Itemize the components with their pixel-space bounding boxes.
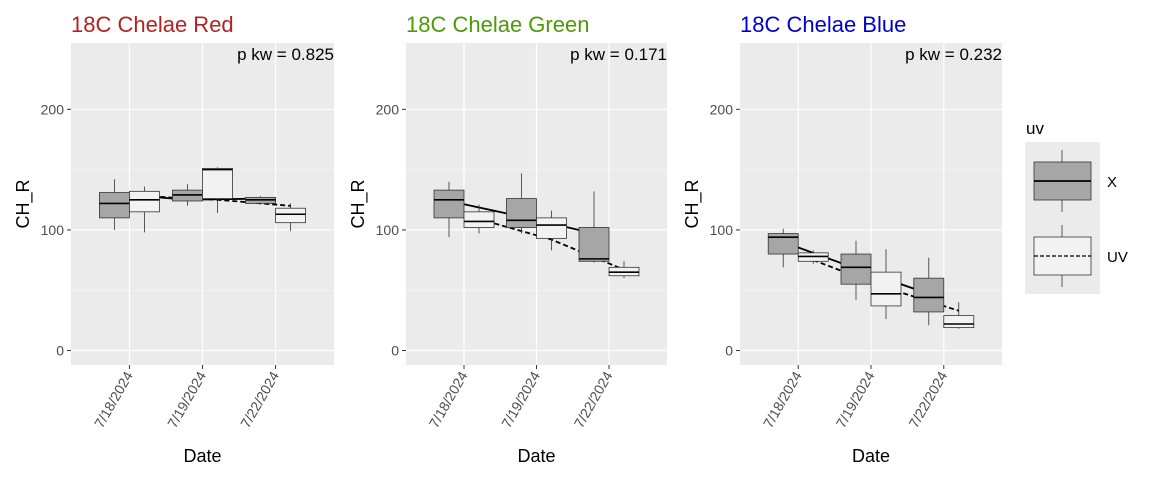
legend-label: UV (1107, 249, 1128, 266)
x-tick-label: 7/22/2024 (571, 368, 616, 430)
legend-title: uv (1026, 119, 1044, 138)
boxplot-x (767, 228, 799, 268)
box (943, 315, 975, 329)
boxplot-uv (202, 167, 233, 214)
x-tick-label: 7/19/2024 (498, 368, 543, 430)
boxplot-uv (943, 302, 975, 329)
box (536, 217, 567, 239)
boxplot-uv (129, 186, 160, 233)
boxplot-uv (608, 261, 640, 279)
y-tick-label: 0 (725, 343, 733, 359)
boxplot-x (245, 196, 276, 205)
x-tick-label: 7/19/2024 (164, 368, 209, 430)
box (275, 207, 306, 224)
legend: uv X UV (1025, 119, 1128, 294)
x-axis-label: Date (852, 446, 890, 466)
x-tick-label: 7/19/2024 (833, 368, 878, 430)
panel-title: 18C Chelae Blue (740, 12, 906, 37)
y-tick-label: 200 (710, 101, 734, 117)
y-axis-label: CH_R (348, 179, 369, 228)
box (870, 271, 902, 307)
y-tick-label: 200 (376, 101, 400, 117)
box (99, 192, 130, 219)
y-axis-label: CH_R (13, 179, 34, 228)
boxplot-x (433, 181, 465, 238)
x-tick-label: 7/22/2024 (237, 368, 282, 430)
y-tick-label: 0 (391, 343, 399, 359)
p-value-annotation: p kw = 0.171 (570, 45, 667, 64)
panel-title: 18C Chelae Red (71, 12, 234, 37)
legend-key-x: X (1033, 150, 1117, 212)
boxplot-uv (275, 203, 306, 232)
box (506, 198, 537, 228)
x-axis-label: Date (183, 446, 221, 466)
y-tick-label: 100 (376, 222, 400, 238)
box (578, 227, 610, 262)
x-tick-label: 7/18/2024 (426, 368, 471, 430)
box (840, 253, 872, 285)
box (129, 190, 160, 213)
box (202, 168, 233, 199)
y-axis-label: CH_R (682, 179, 703, 228)
box (463, 211, 495, 228)
y-tick-label: 100 (41, 222, 65, 238)
boxplot-uv (536, 210, 567, 251)
box (913, 277, 945, 313)
boxplot-uv (797, 250, 829, 264)
panel-2: 0 100 200 7/18/2024 7/19/2024 7/22/2024 18C Ch… (348, 12, 667, 466)
boxplot-x (913, 257, 945, 326)
boxplot-uv (870, 249, 902, 320)
box (433, 189, 465, 219)
boxplot-x (578, 191, 610, 263)
x-axis-label: Date (517, 446, 555, 466)
boxplot-x (840, 240, 872, 300)
x-tick-label: 7/18/2024 (91, 368, 136, 430)
box (767, 233, 799, 255)
y-tick-label: 100 (710, 222, 734, 238)
panel-title: 18C Chelae Green (406, 12, 589, 37)
p-value-annotation: p kw = 0.825 (237, 45, 334, 64)
panel-3: 0 100 200 7/18/2024 7/19/2024 7/22/2024 18C Ch… (682, 12, 1002, 466)
p-value-annotation: p kw = 0.232 (905, 45, 1002, 64)
boxplot-uv (463, 204, 495, 234)
y-tick-label: 200 (41, 101, 65, 117)
boxplot-x (506, 173, 537, 234)
panel-1: 0 100 200 7/18/2024 7/19/2024 7/22/2024 18C Ch… (13, 12, 334, 466)
legend-label: X (1107, 174, 1117, 191)
x-tick-label: 7/18/2024 (760, 368, 805, 430)
x-tick-label: 7/22/2024 (905, 368, 950, 430)
y-tick-label: 0 (56, 343, 64, 359)
legend-key-uv: UV (1033, 225, 1128, 287)
